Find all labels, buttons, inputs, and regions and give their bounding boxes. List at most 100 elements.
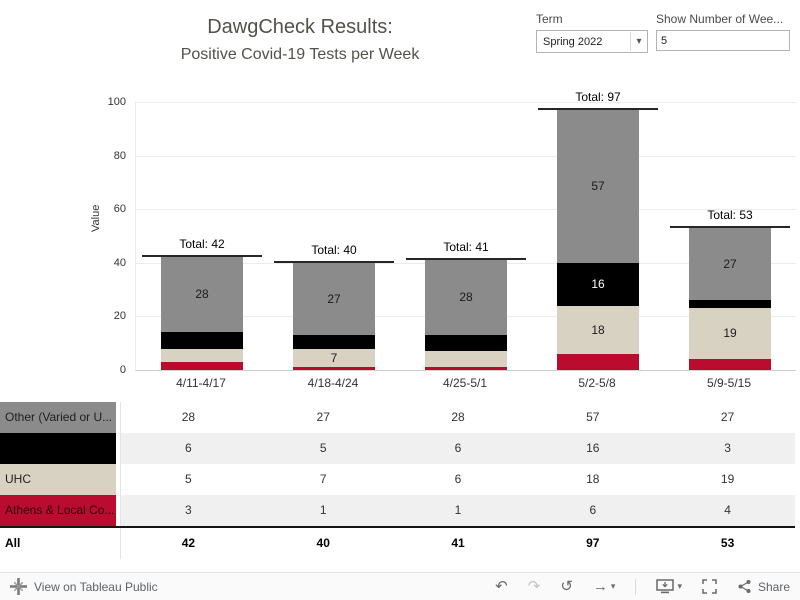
gridline <box>136 102 796 103</box>
table-cell[interactable]: 6 <box>185 441 192 455</box>
chevron-down-icon[interactable]: ▾ <box>610 581 616 591</box>
x-axis-label: 4/25-5/1 <box>442 376 488 390</box>
plot-area: 28 Total: 42 7 27 Total: 40 28 Total: 41 18 16 57… <box>135 90 796 371</box>
table-cell[interactable]: 1 <box>454 503 462 517</box>
bar-segment[interactable] <box>161 348 243 362</box>
y-axis-tick: 0 <box>119 364 126 376</box>
forward-icon[interactable]: → <box>592 578 608 595</box>
stacked-bar-chart: Value 28 Total: 42 7 27 Total: 40 28 Total: 41… <box>0 70 800 402</box>
table-cell[interactable]: 97 <box>586 536 600 550</box>
legend-row-label[interactable]: UHC <box>0 464 116 495</box>
gridline <box>136 209 796 211</box>
legend-row-label[interactable] <box>0 433 116 464</box>
undo-icon[interactable]: ↶ <box>495 578 508 595</box>
bar-segment[interactable] <box>161 361 243 370</box>
bar-segment[interactable] <box>425 367 507 370</box>
table-cell[interactable]: 53 <box>720 536 735 550</box>
total-label: Total: 41 <box>443 240 489 255</box>
bar-segment[interactable]: 27 <box>293 262 375 336</box>
table-cell[interactable]: 19 <box>720 472 735 486</box>
table-cell[interactable]: 6 <box>589 503 597 517</box>
bar-segment[interactable]: 16 <box>557 262 639 306</box>
bar-segment[interactable]: 19 <box>689 308 771 360</box>
table-cell[interactable]: 18 <box>586 472 600 486</box>
term-dropdown[interactable]: Spring 2022 ▾ <box>536 30 648 53</box>
reset-icon[interactable]: ↺ <box>560 578 573 595</box>
weeks-input[interactable] <box>656 30 790 51</box>
fullscreen-icon[interactable] <box>702 579 717 594</box>
table-cell[interactable]: 28 <box>181 410 196 424</box>
tableau-toolbar: View on Tableau Public ↶ ↷ ↺ → ▾ ▾ <box>0 572 800 600</box>
bar-segment[interactable] <box>425 351 507 368</box>
table-cell[interactable]: 57 <box>586 410 600 424</box>
table-cell[interactable]: 40 <box>316 536 330 550</box>
table-row-values: 6 5 6 16 3 <box>120 433 795 464</box>
table-cell[interactable]: 28 <box>451 410 465 424</box>
bar-segment[interactable] <box>293 335 375 349</box>
table-cell[interactable]: 6 <box>454 441 462 455</box>
y-axis-tick: 20 <box>113 310 126 323</box>
redo-icon[interactable]: ↷ <box>527 578 541 595</box>
bar-segment[interactable] <box>689 300 771 309</box>
y-axis-tick: 60 <box>113 203 126 216</box>
total-reference-line <box>274 260 394 263</box>
tableau-logo-icon <box>10 578 27 595</box>
chevron-down-icon[interactable]: ▾ <box>630 32 647 51</box>
view-on-tableau-public-link[interactable]: View on Tableau Public <box>34 579 158 594</box>
table-cell[interactable]: 5 <box>185 472 192 486</box>
y-axis-tick: 100 <box>107 96 126 108</box>
total-reference-line <box>142 255 262 258</box>
y-axis-tick: 80 <box>113 149 126 162</box>
legend-row-label[interactable]: Athens & Local Co... <box>0 495 116 526</box>
total-label: Total: 42 <box>179 237 225 252</box>
table-cell[interactable]: 6 <box>454 472 462 486</box>
bar-segment[interactable]: 18 <box>557 305 639 354</box>
gridline <box>136 155 796 157</box>
table-row: UHC 5 7 6 18 19 <box>0 464 795 495</box>
bar-segment[interactable] <box>557 353 639 370</box>
table-cell[interactable]: 16 <box>586 441 600 455</box>
total-label: Total: 97 <box>575 90 621 105</box>
table-cell[interactable]: 4 <box>724 503 731 517</box>
legend-row-label[interactable]: All <box>0 528 116 559</box>
x-axis-label: 5/9-5/15 <box>706 376 752 390</box>
download-icon[interactable] <box>656 579 675 594</box>
bar-segment[interactable] <box>689 359 771 370</box>
table-row-values: 42 40 41 97 53 <box>120 528 795 559</box>
total-label: Total: 53 <box>707 207 753 222</box>
chevron-down-icon[interactable]: ▾ <box>677 581 682 591</box>
bar-segment[interactable]: 57 <box>557 110 639 263</box>
share-label[interactable]: Share <box>757 579 790 594</box>
y-axis-tick: 40 <box>113 256 126 269</box>
table-cell[interactable]: 41 <box>451 536 465 550</box>
total-reference-line <box>670 225 790 228</box>
toolbar-divider <box>635 578 637 595</box>
table-cell[interactable]: 27 <box>316 410 330 424</box>
term-filter: Term Spring 2022 ▾ <box>536 12 648 53</box>
data-table: Other (Varied or U... 28 27 28 57 27 6 5 6 16 3 UHC… <box>0 402 795 559</box>
table-cell[interactable]: 42 <box>181 536 196 550</box>
bar-segment[interactable]: 27 <box>689 227 771 301</box>
table-row-values: 5 7 6 18 19 <box>120 464 795 495</box>
bar-segment[interactable]: 28 <box>161 257 243 333</box>
bar-segment[interactable]: 7 <box>293 348 375 368</box>
legend-row-label[interactable]: Other (Varied or U... <box>0 402 116 433</box>
table-cell[interactable]: 1 <box>319 503 327 517</box>
page-title: DawgCheck Results: Positive Covid-19 Tes… <box>60 16 540 64</box>
x-axis-label: 5/2-5/8 <box>578 376 616 390</box>
table-cell[interactable]: 27 <box>720 410 735 424</box>
table-cell[interactable]: 7 <box>319 472 327 486</box>
table-cell[interactable]: 3 <box>724 441 731 455</box>
bar-segment[interactable] <box>293 367 375 370</box>
weeks-filter: Show Number of Wee... <box>656 12 790 51</box>
table-cell[interactable]: 3 <box>185 503 192 517</box>
x-axis-label: 4/11-4/17 <box>176 376 226 390</box>
table-row: Other (Varied or U... 28 27 28 57 27 <box>0 402 795 433</box>
bar-segment[interactable]: 28 <box>425 260 507 336</box>
title-line-1: DawgCheck Results: <box>207 16 393 38</box>
bar-segment[interactable] <box>425 335 507 352</box>
table-cell[interactable]: 5 <box>319 441 327 455</box>
bar-segment[interactable] <box>161 332 243 349</box>
share-icon[interactable] <box>737 579 752 594</box>
